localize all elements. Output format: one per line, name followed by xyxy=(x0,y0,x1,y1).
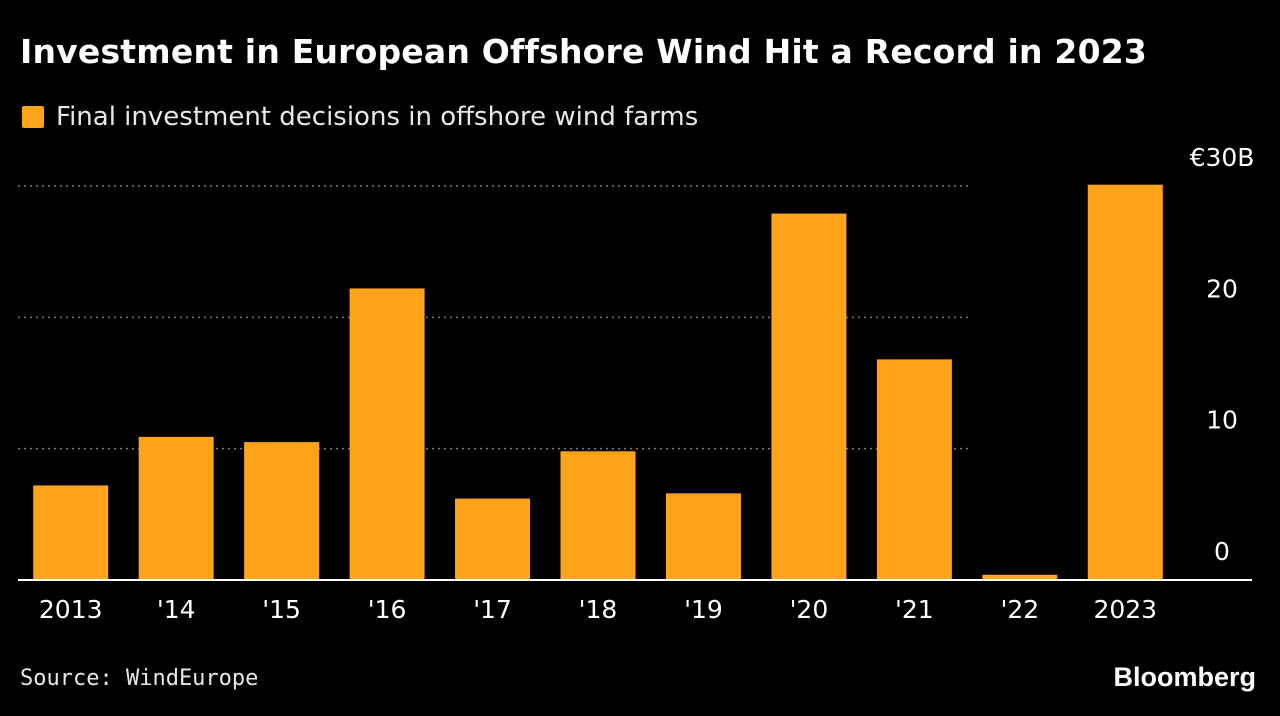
x-tick-label-8: '21 xyxy=(895,595,934,624)
y-tick-label-0: 0 xyxy=(1214,537,1230,566)
x-tick-label-0: 2013 xyxy=(39,595,103,624)
legend: Final investment decisions in offshore w… xyxy=(22,102,698,132)
bar-8 xyxy=(876,359,952,580)
chart-title: Investment in European Offshore Wind Hit… xyxy=(20,32,1148,71)
source-note: Source: WindEurope xyxy=(20,666,259,691)
bar-7 xyxy=(771,213,847,580)
bar-2 xyxy=(244,442,320,580)
bar-0 xyxy=(33,485,109,580)
x-tick-label-5: '18 xyxy=(579,595,618,624)
bar-5 xyxy=(560,451,636,580)
x-tick-label-9: '22 xyxy=(1000,595,1039,624)
x-tick-label-2: '15 xyxy=(262,595,301,624)
bar-6 xyxy=(665,493,741,580)
x-tick-label-7: '20 xyxy=(790,595,829,624)
bar-4 xyxy=(455,498,531,580)
bar-1 xyxy=(138,436,214,580)
x-tick-label-10: 2023 xyxy=(1093,595,1157,624)
bar-10 xyxy=(1087,184,1163,581)
y-tick-label-10: 10 xyxy=(1206,406,1238,435)
legend-swatch xyxy=(22,106,44,128)
x-tick-label-6: '19 xyxy=(684,595,723,624)
legend-label: Final investment decisions in offshore w… xyxy=(56,102,699,132)
bar-3 xyxy=(349,288,425,580)
bar-9 xyxy=(982,574,1058,580)
y-tick-label-20: 20 xyxy=(1206,274,1238,303)
y-tick-label-30: €30B xyxy=(1190,143,1255,172)
x-tick-label-4: '17 xyxy=(473,595,512,624)
x-tick-label-1: '14 xyxy=(157,595,196,624)
x-tick-label-3: '16 xyxy=(368,595,407,624)
bloomberg-logo: Bloomberg xyxy=(1113,662,1256,692)
